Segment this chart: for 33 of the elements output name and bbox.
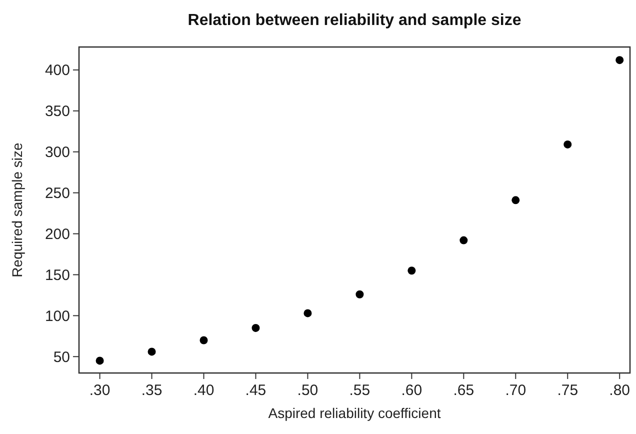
x-tick-label: .55 [349, 382, 370, 399]
y-tick-label: 200 [44, 226, 70, 244]
x-tick-label: .50 [297, 382, 318, 399]
y-tick-label: 350 [44, 103, 70, 120]
point [200, 336, 208, 344]
y-tick-label: 300 [44, 144, 70, 162]
point [616, 56, 624, 64]
x-tick-label: .75 [557, 382, 578, 399]
x-tick-label: .30 [89, 382, 110, 399]
y-axis-title: Required sample size [9, 142, 25, 278]
x-tick-label: .45 [245, 382, 266, 399]
point [148, 348, 156, 356]
x-tick-label: .65 [453, 382, 474, 399]
point [252, 324, 260, 332]
chart-title: Relation between reliability and sample size [188, 12, 522, 29]
point [460, 236, 468, 244]
point [408, 266, 416, 275]
point [564, 140, 572, 148]
x-tick-label: .40 [193, 382, 214, 399]
y-tick-label: 150 [44, 266, 70, 284]
point [96, 356, 104, 365]
x-tick-label: .70 [505, 382, 526, 399]
x-tick-label: .60 [401, 382, 422, 399]
y-tick-label: 400 [44, 62, 70, 80]
y-tick-label: 50 [53, 348, 70, 366]
point [512, 196, 520, 204]
y-tick-label: 250 [44, 185, 70, 202]
x-axis-title: Aspired reliability coefficient [268, 405, 441, 421]
x-tick-label: .35 [141, 382, 162, 399]
y-tick-label: 100 [44, 308, 70, 325]
point [356, 290, 364, 298]
point [304, 309, 312, 318]
x-tick-label: .80 [609, 382, 630, 399]
